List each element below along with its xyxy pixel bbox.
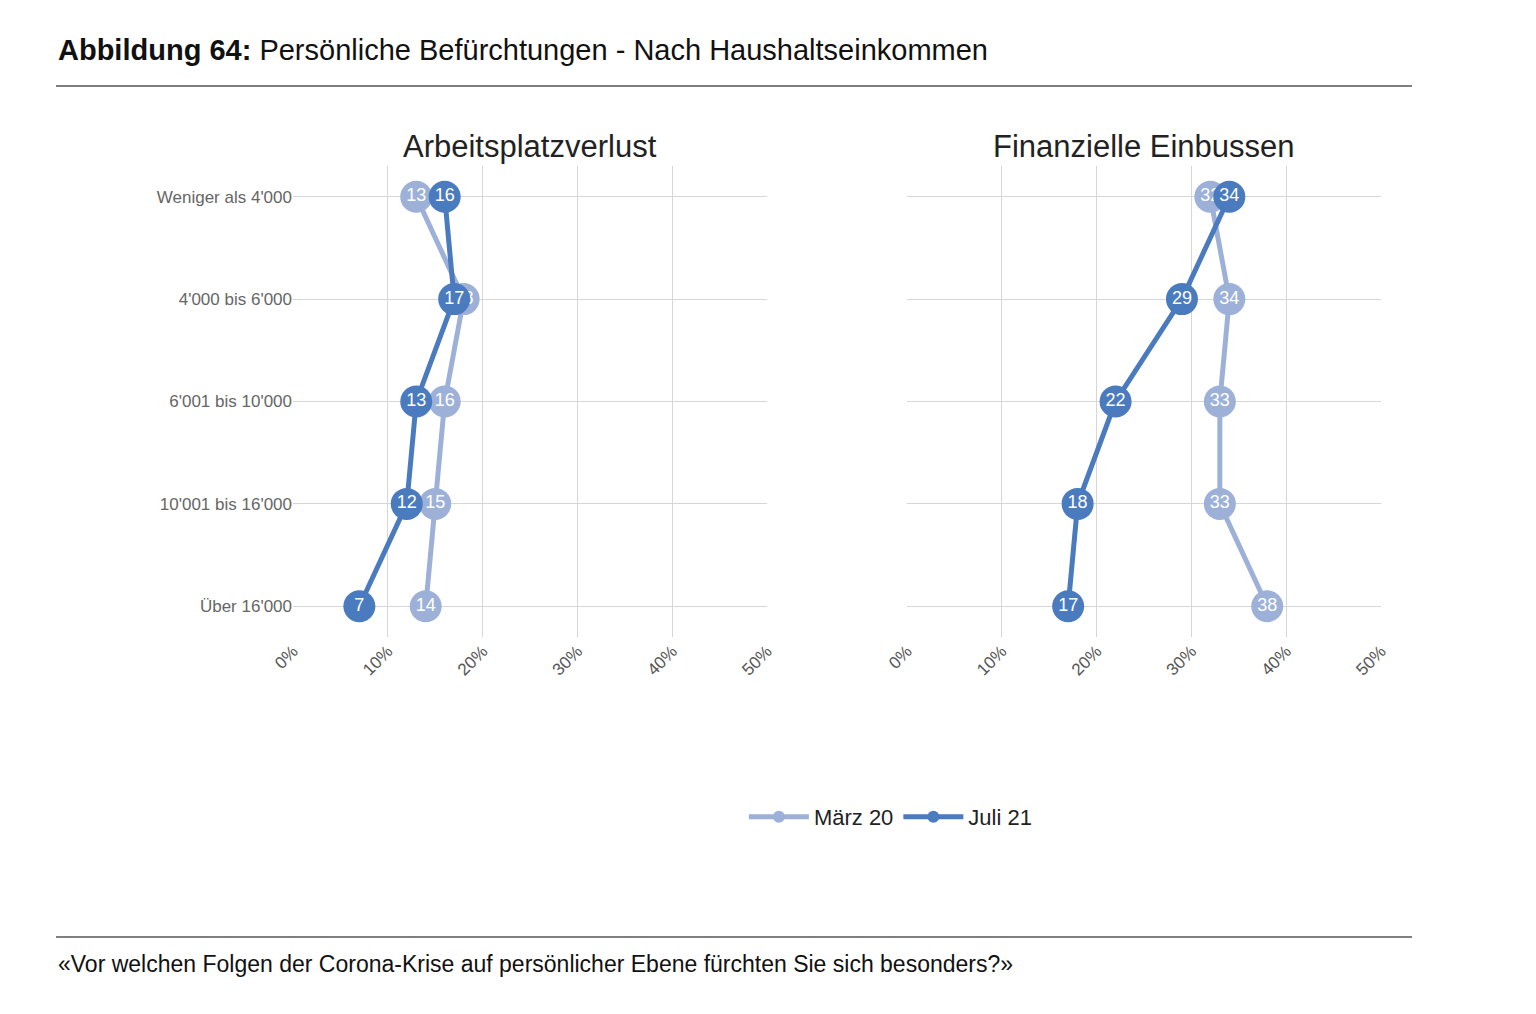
svg-text:17: 17 xyxy=(1058,595,1078,615)
svg-text:Juli 21: Juli 21 xyxy=(968,805,1032,830)
svg-text:29: 29 xyxy=(1172,288,1192,308)
svg-text:20%: 20% xyxy=(454,642,491,679)
svg-text:30%: 30% xyxy=(549,642,586,679)
svg-text:0%: 0% xyxy=(885,642,916,673)
svg-text:10'001 bis 16'000: 10'001 bis 16'000 xyxy=(160,495,292,514)
svg-text:16: 16 xyxy=(435,390,455,410)
svg-text:März 20: März 20 xyxy=(814,805,893,830)
svg-text:38: 38 xyxy=(1257,595,1277,615)
svg-text:33: 33 xyxy=(1210,492,1230,512)
svg-text:40%: 40% xyxy=(1258,642,1295,679)
svg-text:17: 17 xyxy=(444,288,464,308)
svg-text:Abbildung 64: Persönliche Befü: Abbildung 64: Persönliche Befürchtungen … xyxy=(58,34,988,66)
svg-text:7: 7 xyxy=(354,595,364,615)
svg-text:13: 13 xyxy=(406,390,426,410)
svg-text:34: 34 xyxy=(1219,288,1239,308)
svg-text:50%: 50% xyxy=(1352,642,1389,679)
svg-text:«Vor welchen Folgen der Corona: «Vor welchen Folgen der Corona-Krise auf… xyxy=(58,951,1013,977)
svg-text:33: 33 xyxy=(1210,390,1230,410)
svg-text:18: 18 xyxy=(454,288,474,308)
svg-text:32: 32 xyxy=(1200,185,1220,205)
svg-text:Über 16'000: Über 16'000 xyxy=(200,597,292,616)
svg-text:15: 15 xyxy=(425,492,445,512)
svg-text:4'000 bis 6'000: 4'000 bis 6'000 xyxy=(179,290,292,309)
svg-text:12: 12 xyxy=(397,492,417,512)
svg-text:10%: 10% xyxy=(973,642,1010,679)
svg-text:50%: 50% xyxy=(738,642,775,679)
svg-text:40%: 40% xyxy=(644,642,681,679)
svg-text:22: 22 xyxy=(1106,390,1126,410)
svg-text:0%: 0% xyxy=(271,642,302,673)
svg-text:18: 18 xyxy=(1068,492,1088,512)
svg-text:Finanzielle Einbussen: Finanzielle Einbussen xyxy=(993,129,1295,164)
svg-text:20%: 20% xyxy=(1068,642,1105,679)
svg-text:Arbeitsplatzverlust: Arbeitsplatzverlust xyxy=(403,129,657,164)
svg-text:34: 34 xyxy=(1219,185,1239,205)
svg-text:30%: 30% xyxy=(1163,642,1200,679)
svg-text:10%: 10% xyxy=(359,642,396,679)
svg-text:Weniger als 4'000: Weniger als 4'000 xyxy=(157,188,292,207)
svg-text:14: 14 xyxy=(416,595,436,615)
svg-text:16: 16 xyxy=(435,185,455,205)
svg-text:13: 13 xyxy=(406,185,426,205)
svg-text:6'001 bis 10'000: 6'001 bis 10'000 xyxy=(169,392,292,411)
